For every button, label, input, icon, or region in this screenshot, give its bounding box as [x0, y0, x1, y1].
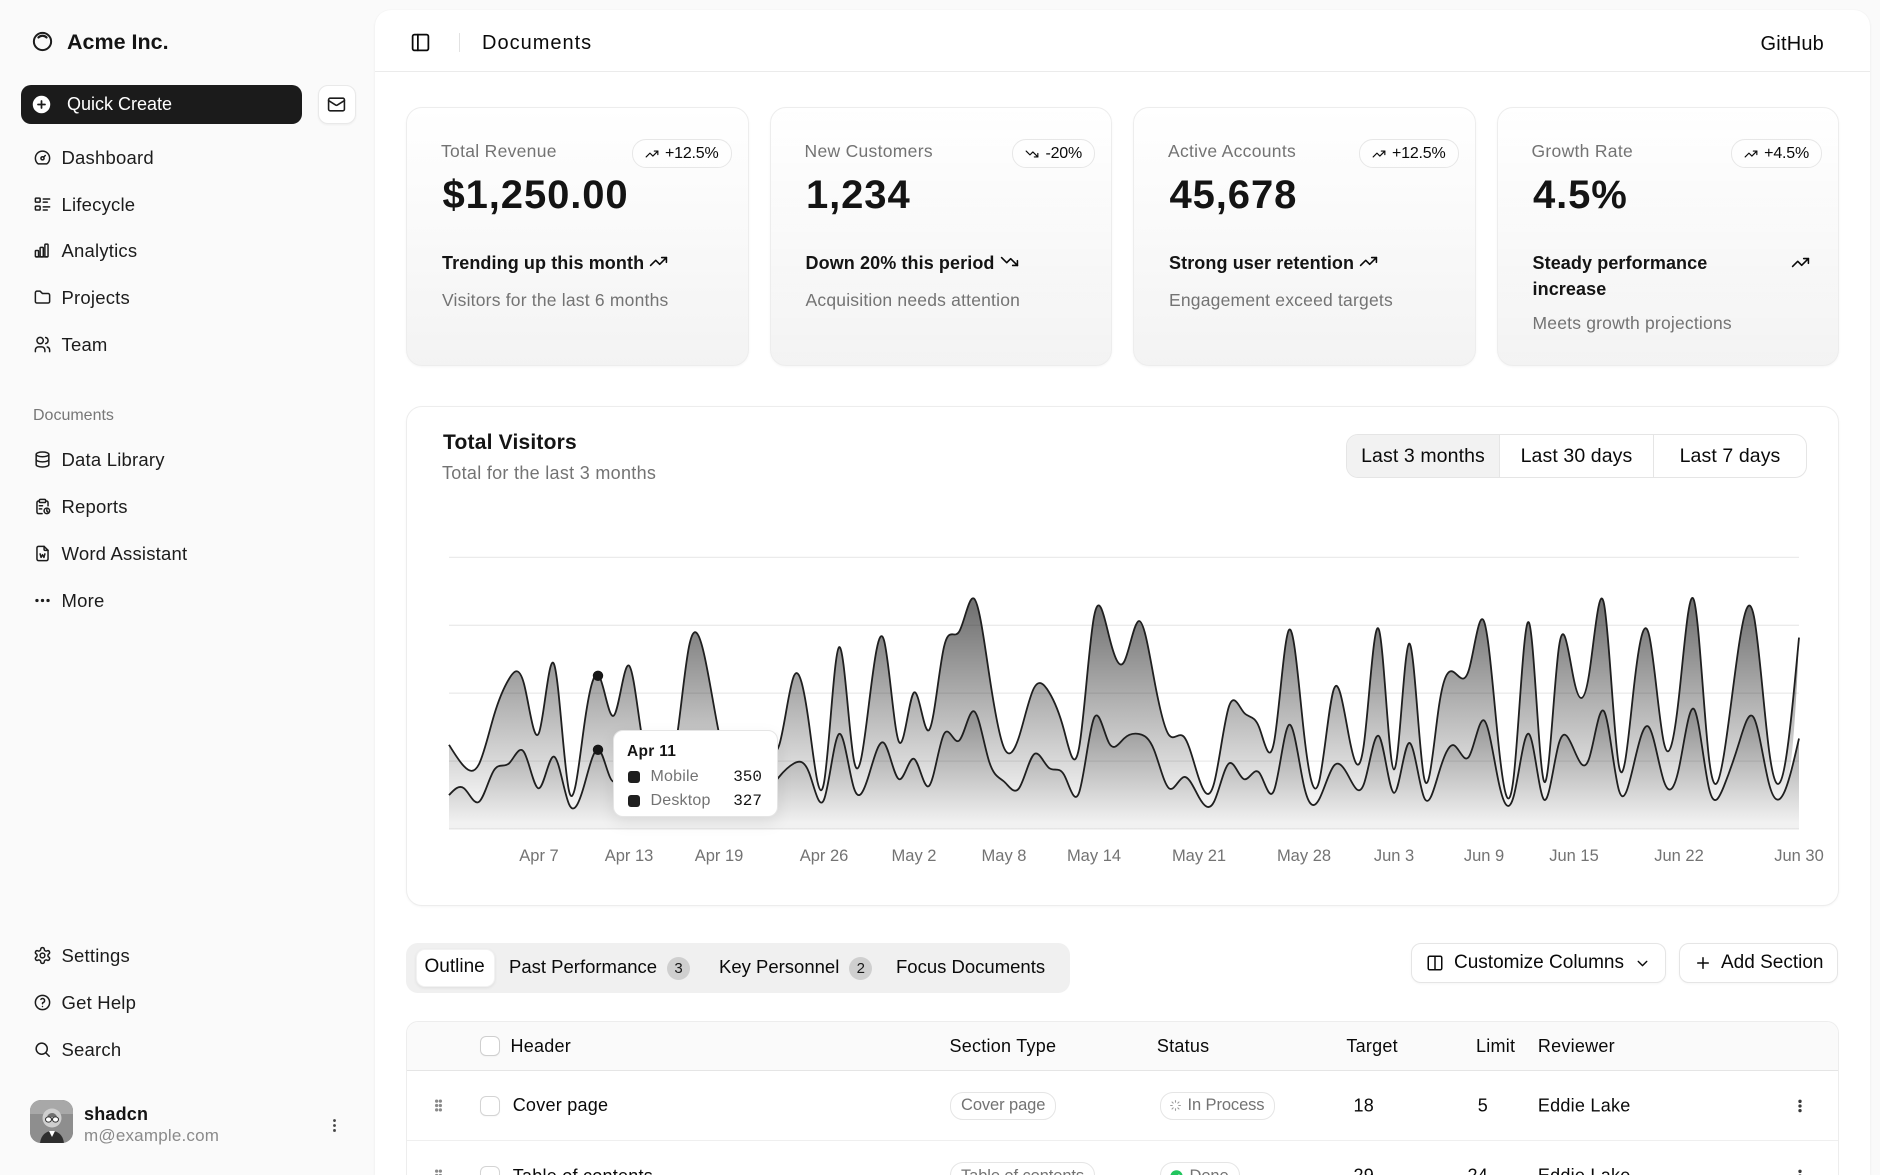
svg-text:May 14: May 14	[1067, 847, 1121, 865]
svg-text:Apr 19: Apr 19	[695, 847, 744, 865]
svg-text:Apr 13: Apr 13	[605, 847, 654, 865]
svg-text:Jun 9: Jun 9	[1464, 847, 1504, 865]
svg-text:Apr 7: Apr 7	[519, 847, 558, 865]
svg-text:May 2: May 2	[892, 847, 937, 865]
svg-text:May 28: May 28	[1277, 847, 1331, 865]
svg-text:Jun 3: Jun 3	[1374, 847, 1414, 865]
svg-text:Jun 30: Jun 30	[1774, 847, 1824, 865]
svg-text:Apr 26: Apr 26	[800, 847, 849, 865]
svg-text:Jun 22: Jun 22	[1654, 847, 1704, 865]
svg-text:Jun 15: Jun 15	[1549, 847, 1599, 865]
svg-text:May 8: May 8	[982, 847, 1027, 865]
svg-text:May 21: May 21	[1172, 847, 1226, 865]
